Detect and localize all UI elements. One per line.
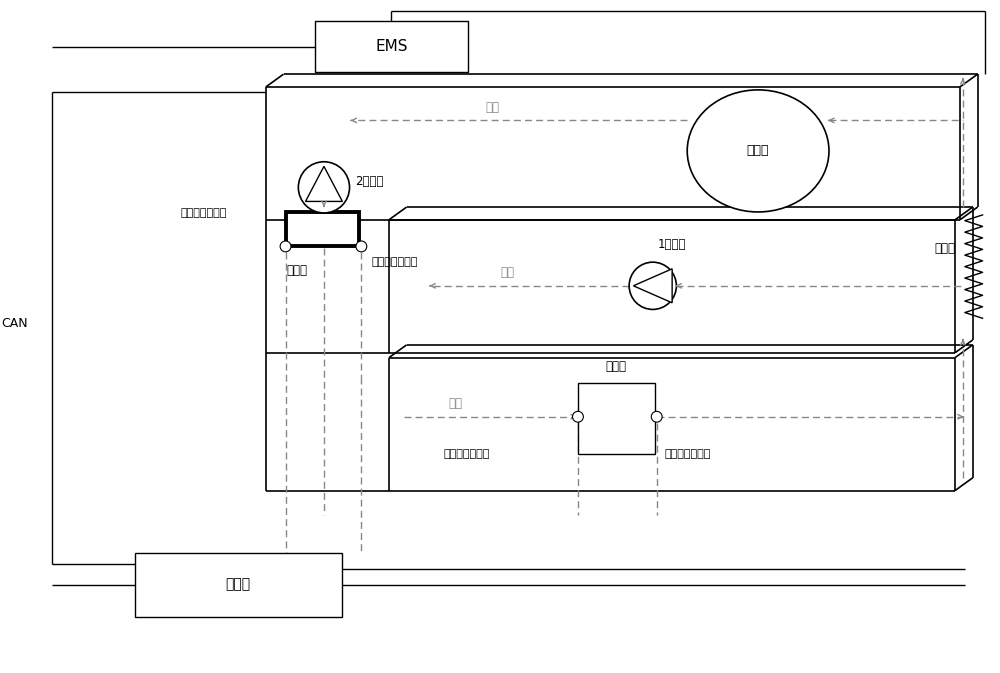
Text: 控制器: 控制器 bbox=[226, 577, 251, 592]
Text: 比例阀: 比例阀 bbox=[287, 264, 308, 277]
Polygon shape bbox=[306, 166, 342, 201]
Text: 1号水泵: 1号水泵 bbox=[658, 238, 686, 251]
Circle shape bbox=[298, 162, 350, 213]
Text: CAN: CAN bbox=[1, 317, 28, 330]
Text: 第四温度传感器: 第四温度传感器 bbox=[665, 449, 711, 459]
Text: 第二温度传感器: 第二温度传感器 bbox=[371, 257, 418, 267]
Text: 发动机: 发动机 bbox=[747, 145, 769, 157]
Text: 水流: 水流 bbox=[448, 397, 462, 410]
Bar bbox=[135, 553, 342, 616]
Text: 第一温度传感器: 第一温度传感器 bbox=[180, 208, 227, 218]
Circle shape bbox=[280, 241, 291, 252]
Bar bbox=[578, 383, 655, 454]
Polygon shape bbox=[633, 269, 672, 303]
Circle shape bbox=[356, 241, 367, 252]
Circle shape bbox=[573, 411, 583, 422]
Text: 加热器: 加热器 bbox=[606, 361, 627, 374]
Text: 换热器: 换热器 bbox=[934, 242, 955, 255]
Circle shape bbox=[651, 411, 662, 422]
Text: 第三温度传感器: 第三温度传感器 bbox=[443, 449, 489, 459]
Bar bbox=[286, 212, 359, 246]
Text: 水流: 水流 bbox=[485, 100, 499, 114]
Text: 水流: 水流 bbox=[500, 266, 514, 279]
Circle shape bbox=[629, 262, 676, 310]
Ellipse shape bbox=[687, 90, 829, 212]
Text: 2号水泵: 2号水泵 bbox=[355, 175, 384, 188]
Bar bbox=[315, 21, 468, 72]
Text: EMS: EMS bbox=[375, 39, 408, 54]
